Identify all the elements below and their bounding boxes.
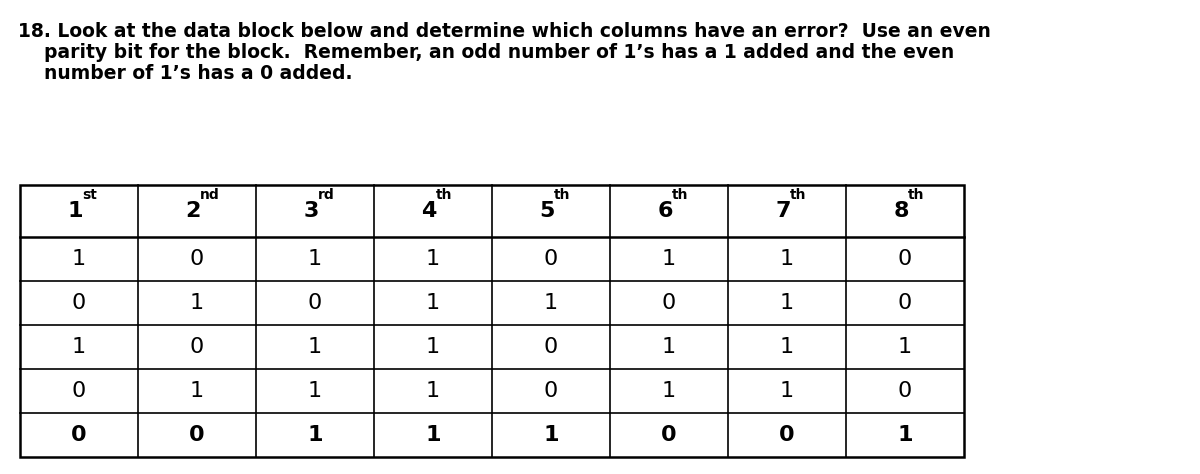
Text: 1: 1 (780, 381, 794, 401)
Text: 0: 0 (190, 337, 204, 357)
Text: 1: 1 (780, 337, 794, 357)
Text: 7: 7 (775, 201, 791, 221)
Text: 1: 1 (662, 337, 676, 357)
Text: th: th (672, 188, 689, 202)
Text: 1: 1 (190, 293, 204, 313)
Text: 0: 0 (898, 381, 912, 401)
Text: 1: 1 (780, 293, 794, 313)
Text: th: th (437, 188, 452, 202)
Text: 1: 1 (308, 381, 322, 401)
Text: 1: 1 (67, 201, 83, 221)
Text: 0: 0 (662, 293, 676, 313)
Text: 1: 1 (426, 249, 440, 269)
Text: 1: 1 (308, 249, 322, 269)
Text: 1: 1 (898, 425, 913, 445)
Text: 0: 0 (72, 381, 86, 401)
Text: 4: 4 (421, 201, 437, 221)
Text: 1: 1 (544, 293, 558, 313)
Text: 8: 8 (893, 201, 908, 221)
Text: 0: 0 (544, 249, 558, 269)
Text: 1: 1 (662, 381, 676, 401)
Text: 18. Look at the data block below and determine which columns have an error?  Use: 18. Look at the data block below and det… (18, 22, 991, 41)
Text: number of 1’s has a 0 added.: number of 1’s has a 0 added. (18, 64, 353, 83)
Text: 1: 1 (425, 425, 440, 445)
Text: nd: nd (200, 188, 220, 202)
Text: th: th (791, 188, 806, 202)
Text: 1: 1 (426, 337, 440, 357)
Bar (20, 185, 964, 457)
Text: 1: 1 (307, 425, 323, 445)
Text: 1: 1 (662, 249, 676, 269)
Text: 0: 0 (544, 381, 558, 401)
Text: 1: 1 (898, 337, 912, 357)
Text: 1: 1 (72, 249, 86, 269)
Text: 1: 1 (308, 337, 322, 357)
Text: 1: 1 (190, 381, 204, 401)
Text: st: st (82, 188, 97, 202)
Text: th: th (908, 188, 925, 202)
Text: 5: 5 (539, 201, 554, 221)
Text: 0: 0 (544, 337, 558, 357)
Text: parity bit for the block.  Remember, an odd number of 1’s has a 1 added and the : parity bit for the block. Remember, an o… (18, 43, 954, 62)
Text: 2: 2 (185, 201, 200, 221)
Text: th: th (554, 188, 571, 202)
Text: 1: 1 (426, 381, 440, 401)
Text: 0: 0 (190, 425, 205, 445)
Text: 0: 0 (71, 425, 86, 445)
Text: 6: 6 (658, 201, 673, 221)
Text: 0: 0 (898, 293, 912, 313)
Text: 0: 0 (308, 293, 322, 313)
Text: 1: 1 (544, 425, 559, 445)
Text: 0: 0 (661, 425, 677, 445)
Text: 0: 0 (779, 425, 794, 445)
Text: 1: 1 (72, 337, 86, 357)
Text: rd: rd (318, 188, 335, 202)
Text: 1: 1 (426, 293, 440, 313)
Text: 1: 1 (780, 249, 794, 269)
Text: 0: 0 (898, 249, 912, 269)
Text: 0: 0 (72, 293, 86, 313)
Text: 0: 0 (190, 249, 204, 269)
Text: 3: 3 (304, 201, 319, 221)
